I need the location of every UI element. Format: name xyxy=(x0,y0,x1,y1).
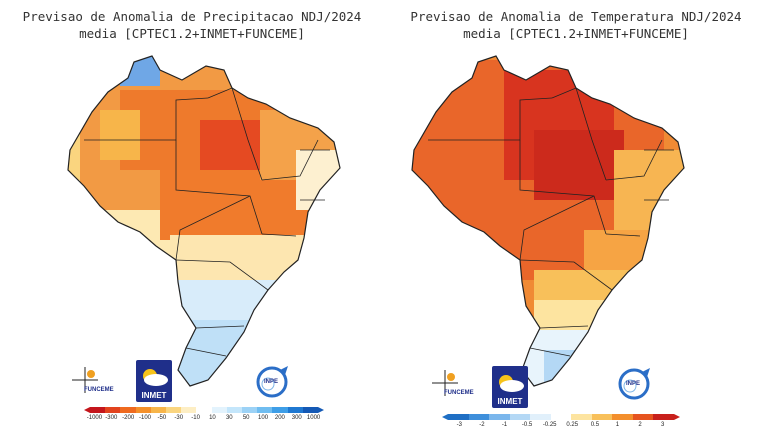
colorbar-tick-label: 0.25 xyxy=(566,422,579,428)
colorbar-cell xyxy=(612,414,633,420)
colorbar-tick-label: 10 xyxy=(209,415,216,421)
colorbar-cell xyxy=(135,407,151,413)
colorbar-cell xyxy=(591,414,613,420)
colorbar-tick-label: -100 xyxy=(139,415,152,421)
colorbar-cell xyxy=(272,407,288,413)
colorbar-cell xyxy=(257,407,273,413)
inmet-logo: INMET xyxy=(136,360,172,402)
inpe-logo: INPE xyxy=(252,364,292,400)
colorbar-tick-label: -200 xyxy=(122,415,135,421)
temperature-colorbar-ticks: -3 -2 -1 -0.5 -0.25 0.25 0.5 1 2 3 xyxy=(448,422,674,428)
colorbar-cell xyxy=(90,407,106,413)
colorbar-tick-label: 2 xyxy=(638,422,642,428)
colorbar-cell xyxy=(196,407,212,413)
inpe-logo-text: INPE xyxy=(264,379,279,385)
precipitation-anomaly-panel: Previsao de Anomalia de Precipitacao NDJ… xyxy=(22,9,362,421)
colorbar-tick-label: -30 xyxy=(174,415,184,421)
precipitation-colorbar-ticks: -1000 -300 -200 -100 -50 -30 -10 10 30 50 100 200 30… xyxy=(86,415,322,421)
inmet-logo: INMET xyxy=(492,366,528,408)
colorbar-tick-label: 300 xyxy=(291,415,302,421)
colorbar-tick-label: 100 xyxy=(258,415,269,421)
colorbar-cell xyxy=(211,407,227,413)
colorbar-tick-label: -300 xyxy=(105,415,118,421)
inpe-logo: INPE xyxy=(614,366,654,402)
colorbar-cell xyxy=(509,414,531,420)
colorbar-cell xyxy=(226,407,243,413)
inpe-logo-text: INPE xyxy=(626,381,641,387)
colorbar-tick-label: -3 xyxy=(456,422,462,428)
colorbar-cell xyxy=(181,407,197,413)
colorbar-high-arrow xyxy=(674,414,680,420)
colorbar-tick-label: -1000 xyxy=(86,415,103,421)
colorbar-tick-label: -10 xyxy=(191,415,200,421)
colorbar-cell xyxy=(550,414,572,420)
colorbar-cell xyxy=(302,407,319,413)
colorbar-tick-label: 0.5 xyxy=(590,422,600,428)
funceme-logo: FUNCEME xyxy=(430,368,474,398)
colorbar-cell xyxy=(571,414,592,420)
temperature-anomaly-panel: Previsao de Anomalia de Temperatura NDJ/… xyxy=(384,0,768,432)
colorbar-cell xyxy=(468,414,490,420)
colorbar-tick-label: 200 xyxy=(274,415,285,421)
precipitation-colorbar-cells xyxy=(90,407,319,413)
colorbar-tick-label: 3 xyxy=(660,422,665,428)
funceme-logo-text: FUNCEME xyxy=(444,390,474,396)
funceme-logo-text: FUNCEME xyxy=(84,387,114,393)
colorbar-cell xyxy=(150,407,167,413)
colorbar-low-arrow xyxy=(442,414,448,420)
colorbar-low-arrow xyxy=(84,407,90,413)
colorbar-cell xyxy=(489,414,510,420)
temperature-map-subtitle: media [CPTEC1.2+INMET+FUNCEME] xyxy=(463,26,689,41)
inmet-logo-text: INMET xyxy=(497,397,523,406)
temperature-map-title: Previsao de Anomalia de Temperatura NDJ/… xyxy=(410,9,742,24)
precipitation-map-subtitle: media [CPTEC1.2+INMET+FUNCEME] xyxy=(79,26,305,41)
inmet-logo-text: INMET xyxy=(141,391,167,400)
colorbar-tick-label: -1 xyxy=(501,422,508,428)
colorbar-cell xyxy=(242,407,258,413)
colorbar-high-arrow xyxy=(318,407,324,413)
colorbar-cell xyxy=(287,407,303,413)
funceme-logo: FUNCEME xyxy=(70,365,114,395)
colorbar-cell xyxy=(632,414,654,420)
colorbar-cell xyxy=(120,407,136,413)
colorbar-tick-label: 1 xyxy=(615,422,620,428)
colorbar-tick-label: -0.25 xyxy=(542,422,557,428)
colorbar-tick-label: 50 xyxy=(242,415,250,421)
colorbar-cell xyxy=(448,414,469,420)
colorbar-tick-label: 30 xyxy=(225,415,233,421)
colorbar-tick-label: 1000 xyxy=(306,415,321,421)
colorbar-tick-label: -2 xyxy=(479,422,485,428)
precipitation-anomaly-map xyxy=(67,55,341,387)
colorbar-cell xyxy=(105,407,121,413)
precipitation-map-title: Previsao de Anomalia de Precipitacao NDJ… xyxy=(22,9,362,24)
temperature-colorbar-cells xyxy=(448,414,675,420)
colorbar-cell xyxy=(653,414,675,420)
colorbar-tick-label: -50 xyxy=(157,415,167,421)
colorbar-tick-label: -0.5 xyxy=(521,422,533,428)
colorbar-cell xyxy=(530,414,551,420)
colorbar-cell xyxy=(166,407,182,413)
temperature-anomaly-map xyxy=(411,55,685,387)
